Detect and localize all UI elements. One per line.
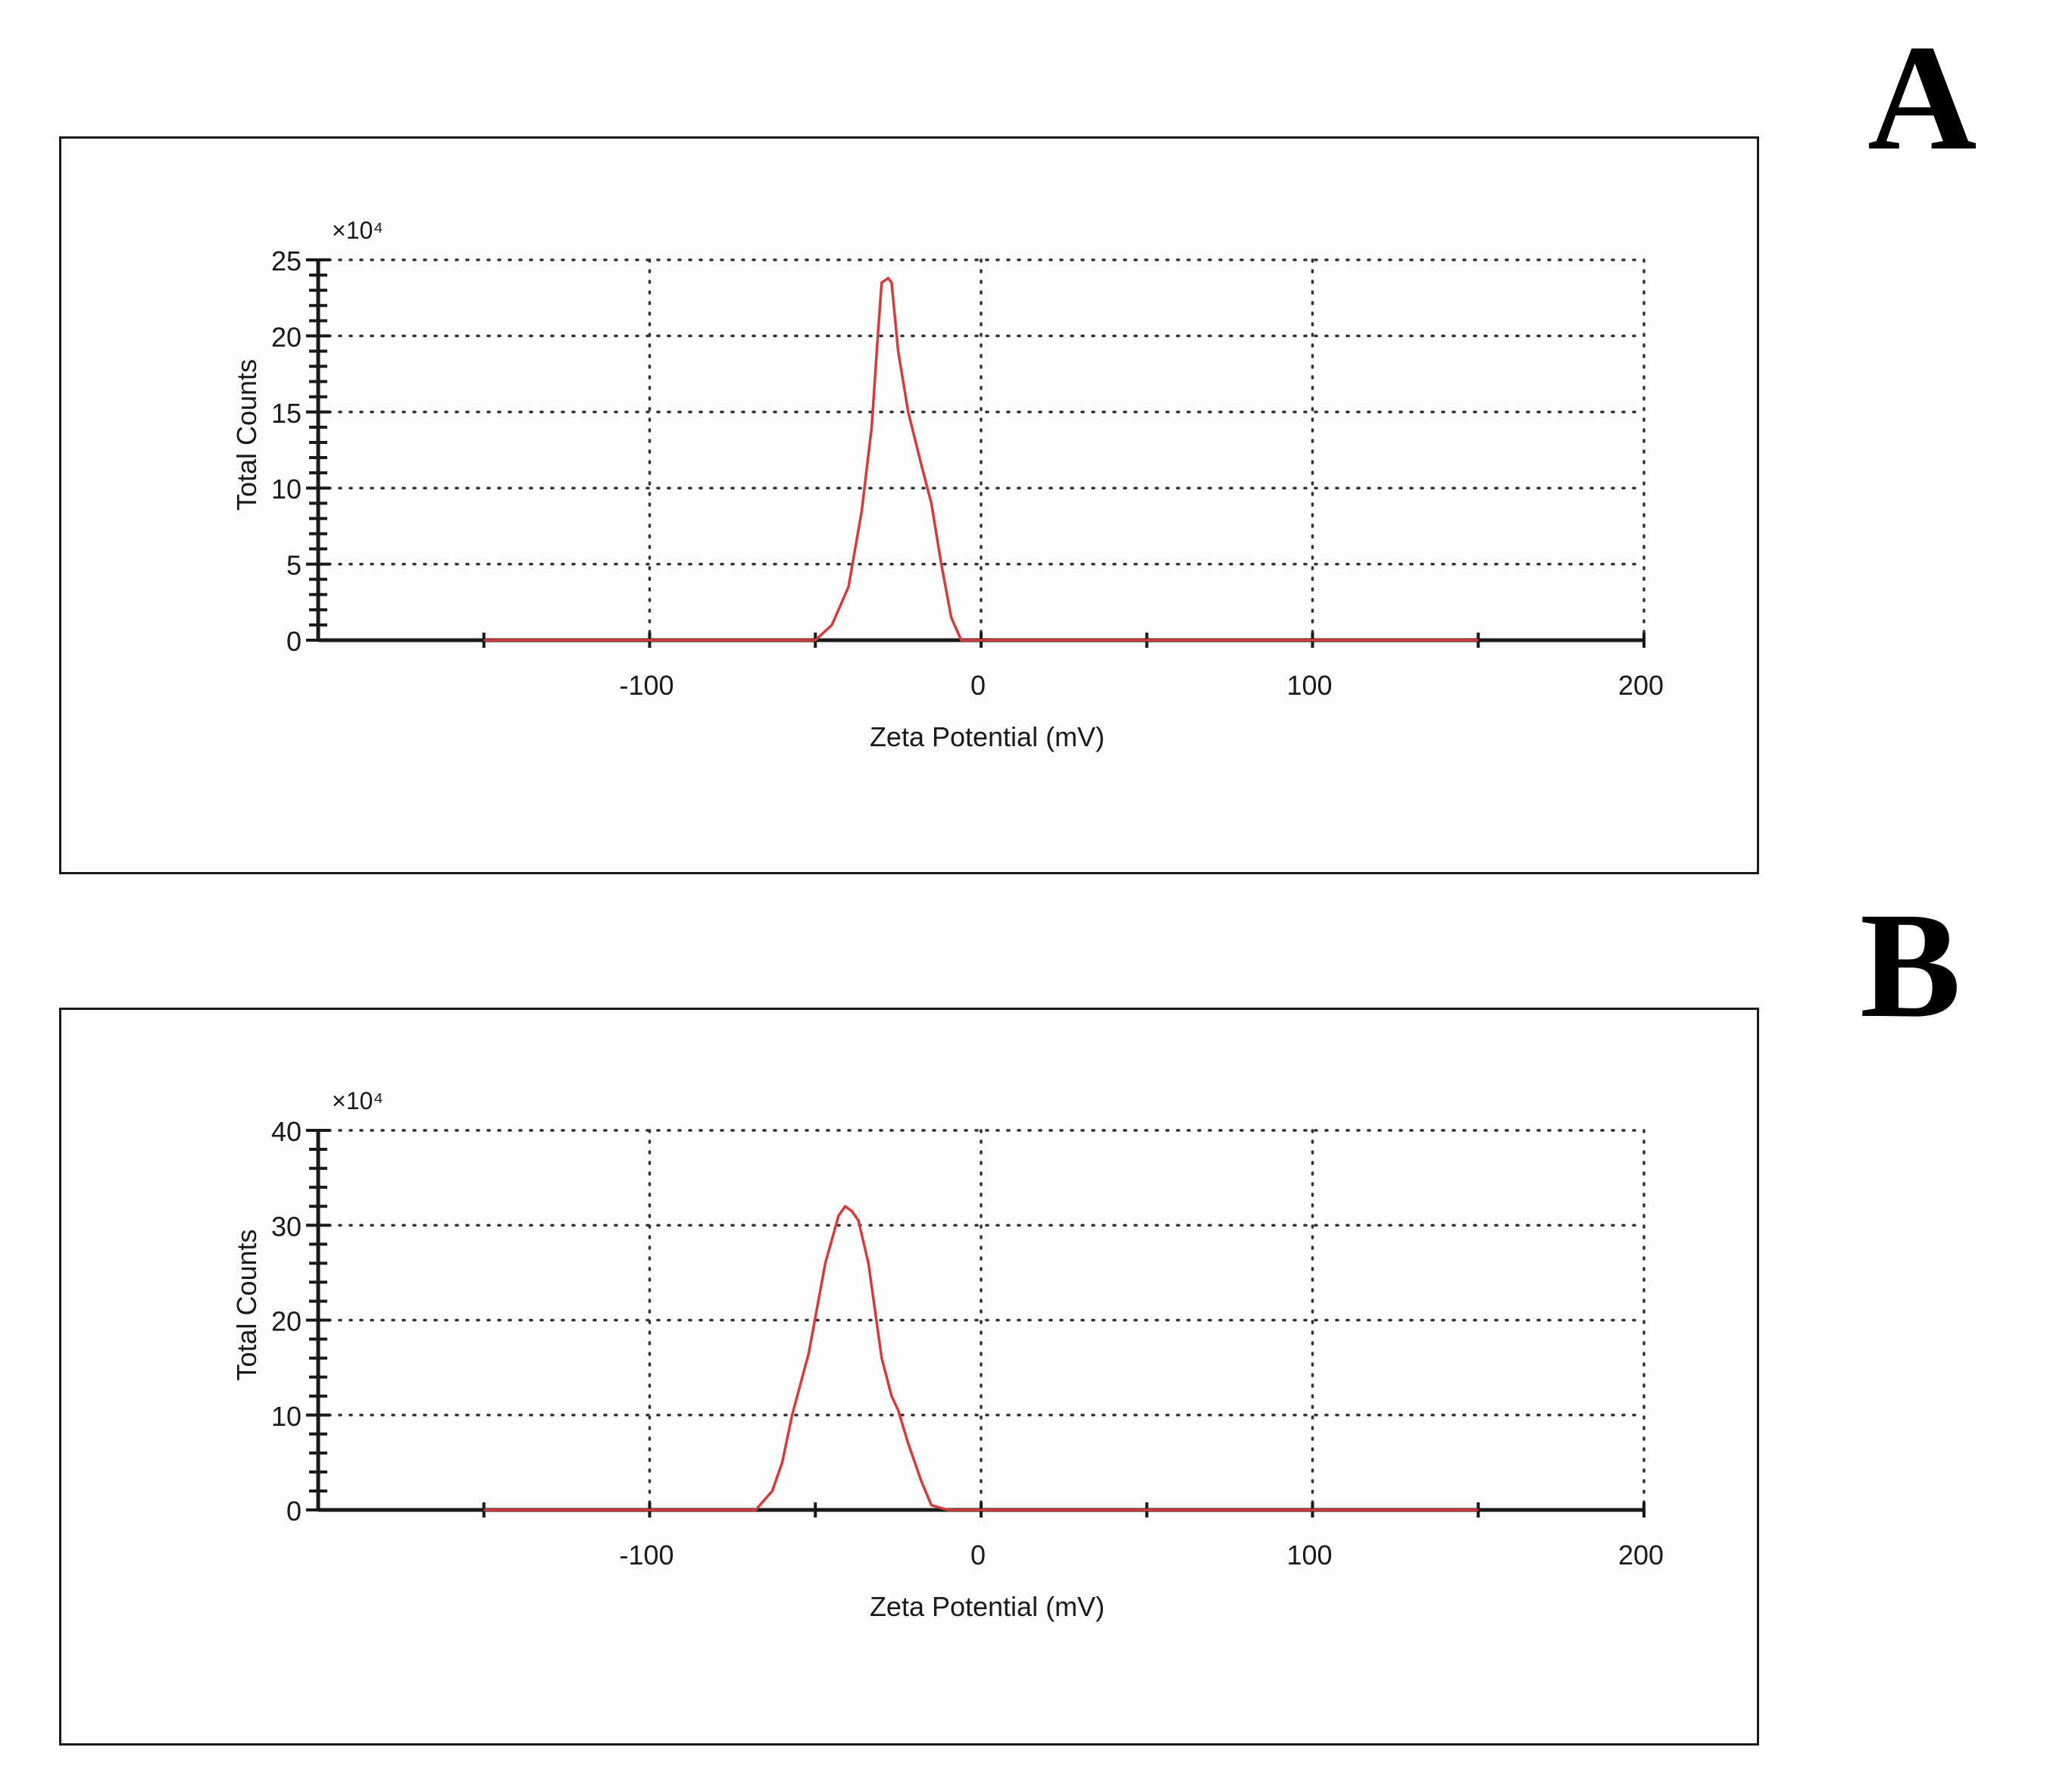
chart-a-y-tick-label: 15 xyxy=(271,398,302,429)
chart-b-y-tick-label: 10 xyxy=(271,1401,302,1432)
chart-a-y-multiplier: ×10⁴ xyxy=(332,217,383,244)
chart-a-x-tick-label: 100 xyxy=(1286,670,1332,701)
chart-b-y-tick-label: 40 xyxy=(271,1116,302,1147)
chart-b-series-line xyxy=(483,1205,1479,1511)
panel-a-letter: A xyxy=(1867,14,1977,182)
chart-a-y-tick-label: 0 xyxy=(286,626,302,657)
panel-b-letter: B xyxy=(1860,882,1961,1049)
chart-b-y-tick-label: 0 xyxy=(286,1496,302,1527)
chart-b-y-tick-label: 30 xyxy=(271,1211,302,1242)
chart-a-y-axis-label: Total Counts xyxy=(231,359,262,511)
chart-b-y-tick-label: 20 xyxy=(271,1306,302,1337)
chart-a-y-tick-label: 20 xyxy=(271,321,302,352)
chart-a-series-line xyxy=(483,277,1479,642)
chart-b-y-multiplier: ×10⁴ xyxy=(332,1087,383,1114)
chart-a-x-axis-label: Zeta Potential (mV) xyxy=(870,721,1105,752)
chart-a-x-tick-label: -100 xyxy=(619,670,673,701)
chart-a-x-tick-label: 200 xyxy=(1618,670,1664,701)
chart-a-x-tick-label: 0 xyxy=(970,670,986,701)
chart-b-x-tick-label: 100 xyxy=(1286,1539,1332,1571)
chart-a-y-tick-label: 25 xyxy=(271,245,302,277)
chart-a-y-tick-label: 5 xyxy=(286,550,302,581)
chart-b-x-tick-label: 200 xyxy=(1618,1539,1664,1571)
chart-a-y-tick-label: 10 xyxy=(271,474,302,505)
chart-b-x-tick-label: -100 xyxy=(619,1539,673,1571)
chart-b-x-tick-label: 0 xyxy=(970,1539,986,1571)
chart-b-y-axis-label: Total Counts xyxy=(231,1229,262,1380)
chart-b-x-axis-label: Zeta Potential (mV) xyxy=(870,1591,1105,1622)
